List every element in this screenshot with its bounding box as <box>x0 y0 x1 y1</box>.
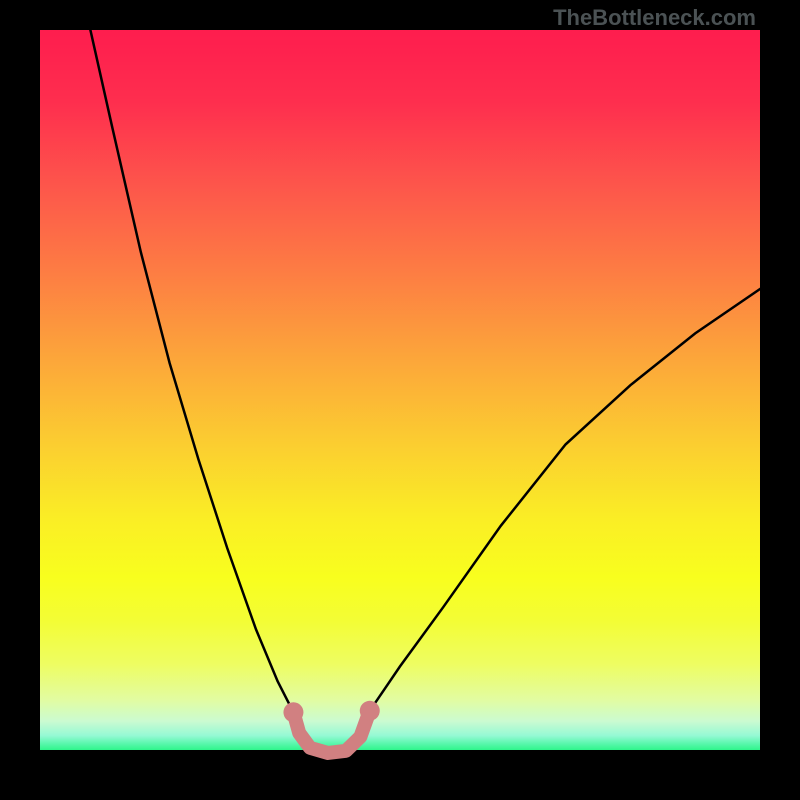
curve-left-branch <box>90 30 293 712</box>
bottleneck-curve <box>40 30 760 770</box>
figure-container: TheBottleneck.com <box>0 0 800 800</box>
optimal-highlight <box>293 711 369 753</box>
watermark-text: TheBottleneck.com <box>553 5 756 31</box>
plot-area <box>40 30 760 770</box>
optimal-highlight-endpoints <box>283 701 379 722</box>
curve-right-branch <box>370 289 760 711</box>
